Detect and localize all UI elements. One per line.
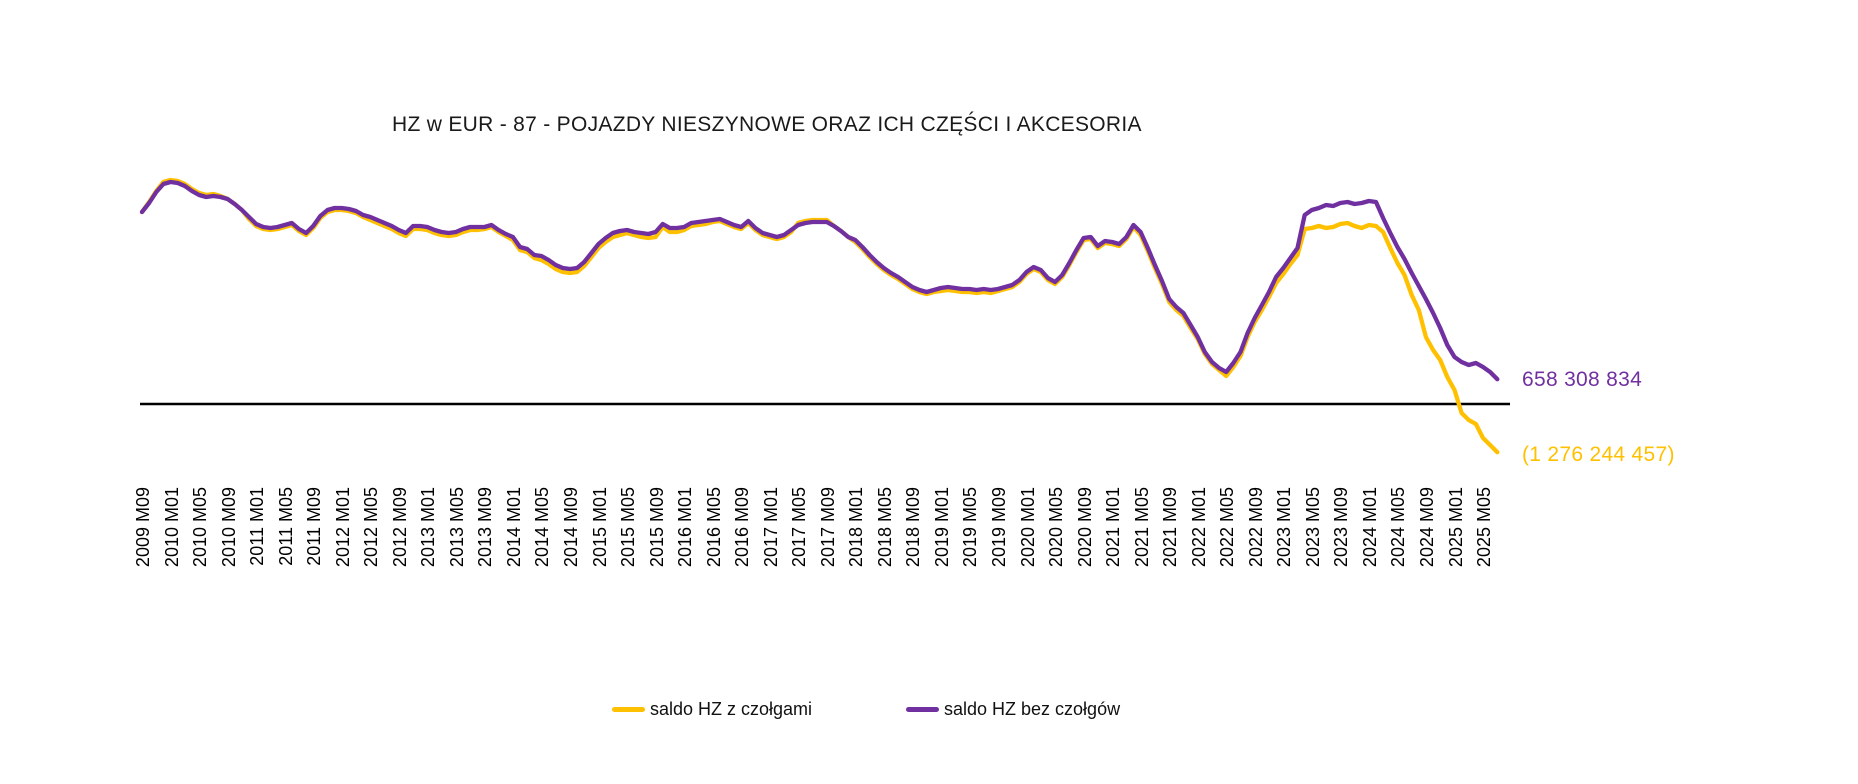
x-axis-tick-label: 2025 M05 [1474, 487, 1494, 568]
x-axis-tick-label: 2013 M01 [418, 487, 439, 568]
x-axis-tick-label: 2019 M05 [960, 487, 981, 568]
legend-label-without-tanks: saldo HZ bez czołgów [944, 698, 1121, 719]
x-axis-tick-label: 2012 M05 [361, 487, 382, 568]
x-axis-tick-label: 2018 M05 [874, 487, 895, 568]
x-axis-tick-label: 2013 M05 [446, 487, 467, 568]
x-axis-tick-label: 2015 M09 [646, 487, 667, 568]
end-label-without-tanks: 658 308 834 [1522, 368, 1643, 391]
x-axis-tick-label: 2022 M05 [1217, 487, 1238, 568]
x-axis-tick-label: 2023 M05 [1302, 487, 1323, 568]
x-axis-tick-label: 2023 M01 [1274, 487, 1295, 568]
x-axis-tick-label: 2010 M01 [161, 487, 182, 568]
x-axis-tick-label: 2016 M09 [732, 487, 753, 568]
x-axis-tick-label: 2024 M05 [1388, 487, 1409, 568]
x-axis-tick-label: 2020 M01 [1017, 487, 1038, 568]
x-axis-tick-label: 2022 M09 [1245, 487, 1266, 568]
x-axis-tick-label: 2011 M09 [304, 487, 325, 566]
x-axis-tick-label: 2010 M09 [218, 487, 239, 568]
x-axis-tick-label: 2017 M05 [789, 487, 810, 568]
x-axis-tick-label: 2021 M09 [1160, 487, 1181, 568]
x-axis-tick-label: 2020 M09 [1074, 487, 1095, 568]
legend-line-swatch-with-tanks [612, 706, 645, 712]
chart-title: HZ w EUR - 87 - POJAZDY NIESZYNOWE ORAZ … [392, 113, 1142, 136]
x-axis-tick-label: 2025 M01 [1445, 487, 1466, 568]
x-axis-tick-label: 2019 M09 [989, 487, 1009, 568]
legend-item-with-tanks: saldo HZ z czołgami [612, 699, 812, 719]
legend-label-with-tanks: saldo HZ z czołgami [650, 698, 813, 719]
series-line-without-tanks [139, 179, 1500, 382]
x-axis-tick-label: 2018 M01 [846, 487, 867, 568]
legend-line-swatch-without-tanks [906, 706, 939, 712]
x-axis-tick-label: 2009 M09 [133, 487, 153, 568]
x-axis-tick-label: 2012 M01 [332, 487, 353, 568]
x-axis-tick-label: 2014 M05 [532, 487, 553, 568]
x-axis-tick-label: 2019 M01 [931, 487, 952, 568]
x-axis-tick-label: 2020 M05 [1046, 487, 1066, 568]
x-axis-tick-label: 2021 M05 [1131, 487, 1152, 568]
x-axis-tick-label: 2017 M09 [817, 487, 838, 568]
x-axis-tick-label: 2017 M01 [760, 487, 781, 568]
legend-item-without-tanks: saldo HZ bez czołgów [906, 699, 1120, 719]
x-axis-tick-label: 2023 M09 [1331, 487, 1352, 568]
x-axis-tick-label: 2016 M05 [703, 487, 724, 568]
x-axis-tick-label: 2014 M09 [561, 487, 581, 568]
x-axis-tick-label: 2021 M01 [1103, 487, 1124, 568]
x-axis-tick-label: 2011 M05 [275, 487, 296, 566]
x-axis-tick-label: 2016 M01 [675, 487, 696, 568]
x-axis-tick-label: 2015 M01 [589, 487, 610, 568]
x-axis-tick-label: 2011 M01 [247, 487, 268, 566]
x-axis-tick-label: 2012 M09 [389, 487, 410, 568]
x-axis-tick-label: 2013 M09 [475, 487, 496, 568]
x-axis-tick-label: 2022 M01 [1188, 487, 1209, 568]
x-axis-tick-label: 2024 M09 [1416, 487, 1437, 568]
x-axis-tick-label: 2014 M01 [503, 487, 524, 568]
x-axis-tick-label: 2015 M05 [618, 487, 638, 568]
end-label-with-tanks: (1 276 244 457) [1522, 443, 1675, 466]
x-axis-tick-label: 2024 M01 [1359, 487, 1380, 568]
x-axis-tick-label: 2010 M05 [190, 487, 211, 568]
x-axis-tick-label: 2018 M09 [903, 487, 924, 568]
